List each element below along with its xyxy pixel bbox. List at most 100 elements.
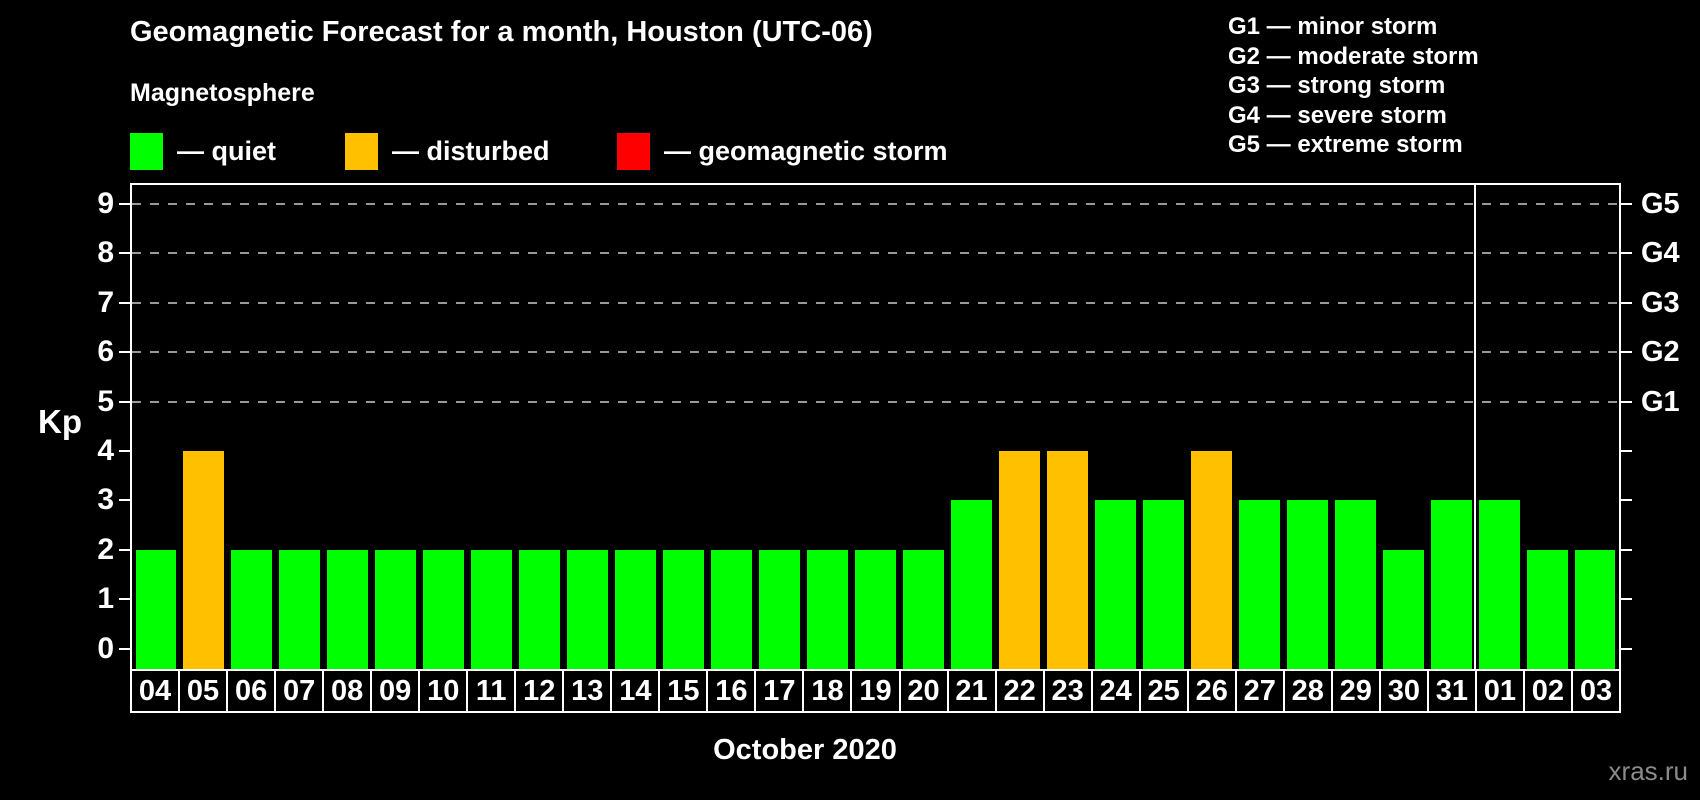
y-tick-label: 2 xyxy=(97,532,114,566)
kp-bar-24 xyxy=(1094,500,1136,669)
x-tick-label-09: 09 xyxy=(370,669,421,713)
x-tick-label-22: 22 xyxy=(994,669,1045,713)
y-axis-tick-right xyxy=(1621,548,1632,551)
y-tick-label: 4 xyxy=(97,434,114,467)
y-axis-tick-left xyxy=(119,400,130,403)
gridline-kp6 xyxy=(132,351,1619,354)
storm-scale-g1: G1 — minor storm xyxy=(1228,13,1438,40)
y-axis-tick-left xyxy=(119,598,130,601)
storm-scale-legend: G1 — minor storm G2 — moderate storm G3 … xyxy=(1228,12,1479,160)
y-tick-label: 7 xyxy=(97,285,114,319)
kp-bar-11 xyxy=(471,549,513,669)
disturbed-color-swatch xyxy=(345,133,378,170)
kp-bar-09 xyxy=(375,549,417,669)
kp-bar-26 xyxy=(1190,451,1232,669)
x-axis-date-row: 04 05 06 07 08 09 10 11 12 13 14 15 16 17 18 19 20 21 22 23… xyxy=(130,669,1621,713)
g-level-label-g5: G5 xyxy=(1641,188,1680,220)
legend-item-storm: — geomagnetic storm xyxy=(617,133,948,170)
x-tick-label-18: 18 xyxy=(802,669,853,713)
y-tick-label: 6 xyxy=(97,335,114,369)
watermark: xras.ru xyxy=(1608,756,1688,786)
x-tick-label-02: 02 xyxy=(1522,669,1573,713)
kp-bar-05 xyxy=(183,451,225,669)
y-axis-tick-left xyxy=(119,252,130,255)
x-tick-label-16: 16 xyxy=(706,669,757,713)
x-tick-label-01: 01 xyxy=(1474,669,1525,713)
kp-bar-01 xyxy=(1478,500,1520,669)
g-level-label-g3: G3 xyxy=(1641,286,1680,319)
y-axis-tick-left xyxy=(119,647,130,650)
kp-bar-17 xyxy=(759,549,801,669)
x-tick-label-17: 17 xyxy=(754,669,805,713)
x-tick-label-11: 11 xyxy=(466,669,517,713)
x-tick-label-08: 08 xyxy=(322,669,373,713)
kp-bar-22 xyxy=(998,451,1040,669)
kp-bar-15 xyxy=(663,549,705,669)
kp-bar-20 xyxy=(902,549,944,669)
y-axis-tick-right xyxy=(1621,203,1632,205)
x-tick-label-04: 04 xyxy=(130,669,181,713)
x-tick-label-10: 10 xyxy=(418,669,469,713)
y-tick-label: 1 xyxy=(97,582,114,616)
x-tick-label-23: 23 xyxy=(1042,669,1093,713)
y-axis-tick-left xyxy=(119,499,130,502)
x-tick-label-31: 31 xyxy=(1426,669,1477,713)
kp-bar-31 xyxy=(1430,500,1472,669)
storm-scale-g2: G2 — moderate storm xyxy=(1228,42,1479,70)
kp-bar-13 xyxy=(567,549,609,669)
kp-bar-08 xyxy=(327,549,369,669)
kp-bar-16 xyxy=(711,549,753,669)
x-tick-label-03: 03 xyxy=(1570,669,1621,713)
storm-scale-g3: G3 — strong storm xyxy=(1228,72,1446,99)
gridline-kp7 xyxy=(132,301,1619,304)
kp-bar-25 xyxy=(1142,500,1184,669)
plot-area: 0 1 2 3 4 5 6 7 8 9 G1 G2 G3 G4 G5 xyxy=(97,183,1680,671)
x-tick-label-06: 06 xyxy=(226,669,277,713)
kp-bar-19 xyxy=(855,549,896,669)
y-axis-tick-right xyxy=(1621,499,1632,502)
legend-heading: Magnetosphere xyxy=(130,79,315,107)
kp-bar-18 xyxy=(807,549,848,669)
gridline-kp9 xyxy=(132,203,1619,205)
y-axis-tick-right xyxy=(1621,450,1632,452)
legend-label-storm: — geomagnetic storm xyxy=(664,136,948,166)
legend-item-quiet: — quiet xyxy=(130,133,276,170)
kp-bar-10 xyxy=(423,549,465,669)
kp-bar-02 xyxy=(1526,549,1568,669)
kp-bar-23 xyxy=(1046,451,1088,669)
x-tick-label-21: 21 xyxy=(946,669,997,713)
legend-label-disturbed: — disturbed xyxy=(392,136,550,166)
g-level-label-g2: G2 xyxy=(1641,336,1680,369)
kp-bar-30 xyxy=(1382,549,1424,669)
kp-bar-27 xyxy=(1238,500,1280,669)
legend-label-quiet: — quiet xyxy=(177,136,276,166)
legend-item-disturbed: — disturbed xyxy=(345,133,550,170)
gridline-kp8 xyxy=(132,252,1619,255)
y-axis-tick-right xyxy=(1621,400,1632,403)
x-tick-label-20: 20 xyxy=(898,669,949,713)
y-axis-tick-right xyxy=(1621,647,1632,650)
y-axis-tick-left xyxy=(119,450,130,452)
y-axis-tick-left xyxy=(119,351,130,354)
quiet-color-swatch xyxy=(130,133,163,170)
g-level-label-g4: G4 xyxy=(1641,237,1680,270)
y-tick-label: 3 xyxy=(97,483,114,517)
x-tick-label-15: 15 xyxy=(658,669,709,713)
y-tick-label: 9 xyxy=(97,187,114,220)
y-tick-label: 5 xyxy=(97,384,114,418)
y-axis-tick-left xyxy=(119,548,130,551)
x-tick-label-25: 25 xyxy=(1138,669,1189,713)
g-level-label-g1: G1 xyxy=(1641,385,1680,418)
kp-bar-04 xyxy=(135,549,177,669)
y-axis-title: Kp xyxy=(38,403,82,440)
y-axis-tick-right xyxy=(1621,252,1632,255)
x-tick-label-14: 14 xyxy=(610,669,661,713)
storm-color-swatch xyxy=(617,133,650,170)
y-tick-label: 0 xyxy=(97,631,114,665)
y-axis-tick-left xyxy=(119,301,130,304)
kp-bar-28 xyxy=(1286,500,1328,669)
storm-scale-g5: G5 — extreme storm xyxy=(1228,131,1463,158)
x-tick-label-24: 24 xyxy=(1090,669,1141,713)
x-tick-label-13: 13 xyxy=(562,669,613,713)
